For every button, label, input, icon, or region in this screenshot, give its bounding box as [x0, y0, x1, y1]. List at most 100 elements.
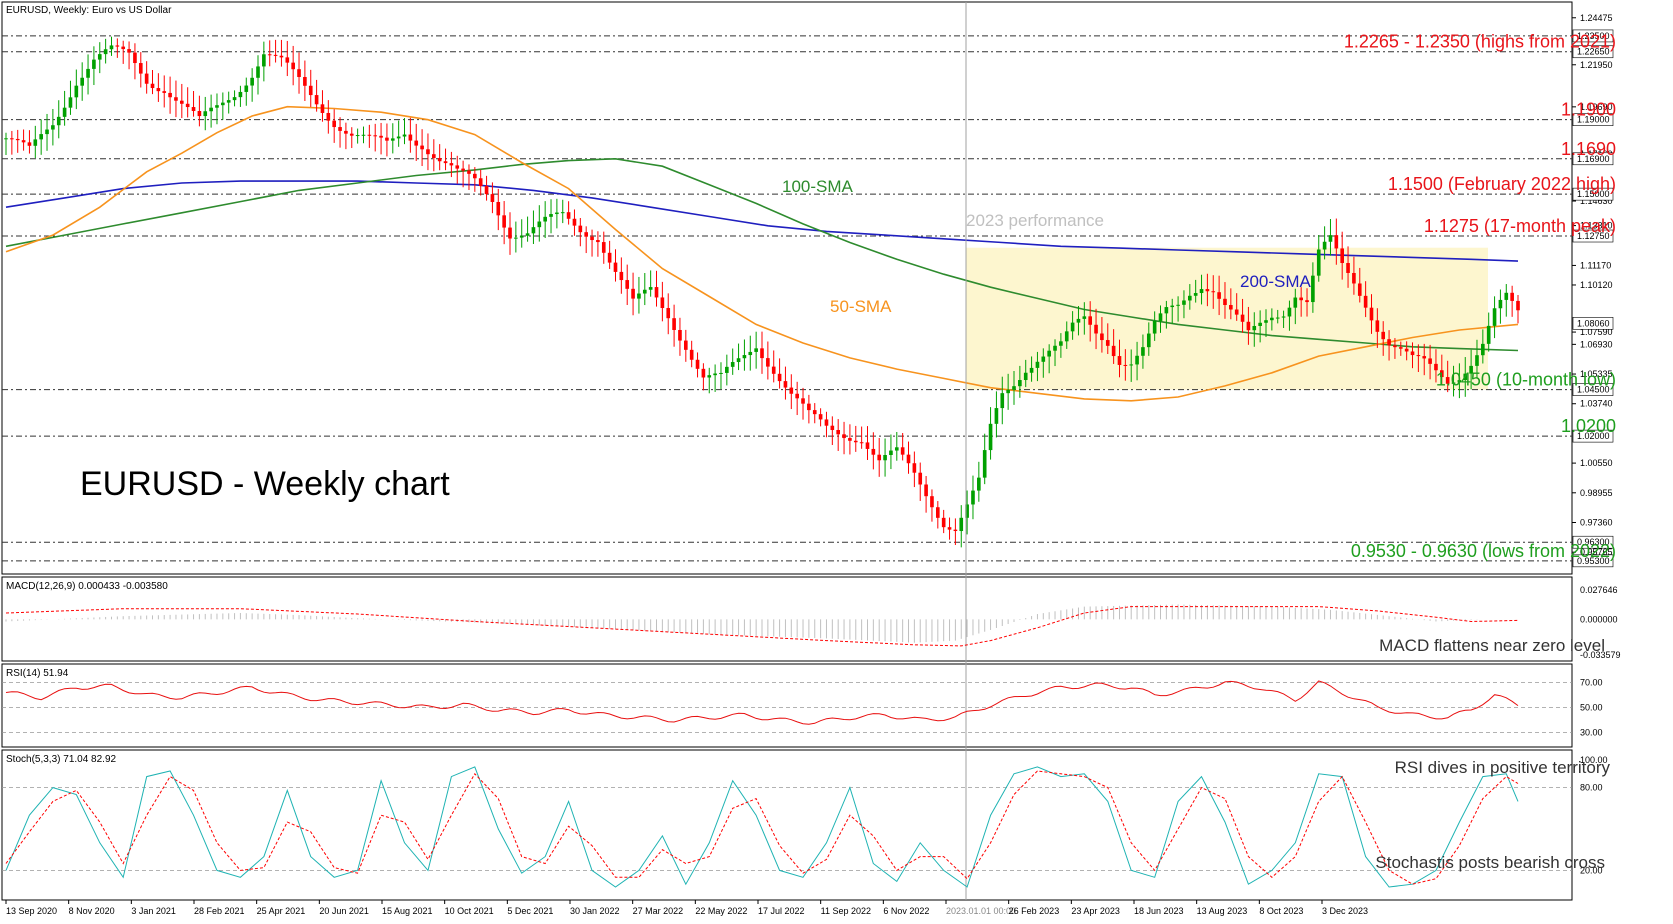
candle-body [297, 69, 301, 78]
candle-body [1229, 305, 1233, 310]
y-tick-label: 0.97360 [1580, 517, 1613, 527]
level-label: 1.0200 [1561, 416, 1616, 436]
candle-body [994, 408, 999, 424]
candle-body [1469, 365, 1473, 374]
candle-body [883, 454, 887, 461]
candle-body [168, 92, 172, 98]
candle-body [314, 95, 319, 105]
candle-body [1439, 370, 1444, 378]
sma100-line [5, 157, 1519, 352]
x-tick-label: 6 Nov 2022 [883, 906, 929, 916]
candle-body [1457, 380, 1462, 383]
candle-body [1035, 361, 1040, 368]
candle-body [771, 366, 776, 374]
candle-body [508, 227, 512, 239]
candle-body [232, 97, 237, 101]
level-labels: 1.2265 - 1.2350 (highs from 2021)1.19001… [1344, 32, 1616, 561]
price-badge-label: 1.16900 [1577, 154, 1610, 164]
candle-body [1205, 289, 1210, 292]
candle-body [443, 161, 448, 164]
macd-panel-frame [1, 576, 1573, 662]
price-badge-label: 1.23500 [1577, 31, 1610, 41]
candle-body [490, 194, 495, 202]
candle-body [431, 154, 436, 159]
price-badge-label: 1.04500 [1577, 385, 1610, 395]
x-tick-label: 25 Apr 2021 [257, 906, 306, 916]
candle-body [959, 517, 964, 532]
candle-body [1141, 347, 1145, 356]
price-badge-label: 0.95300 [1577, 556, 1610, 566]
y-tick-label: 1.13310 [1580, 221, 1613, 231]
candle-body [1398, 347, 1403, 349]
rsi-y-label: 50.00 [1580, 703, 1603, 713]
candle-body [1182, 300, 1186, 305]
candle-body [45, 129, 49, 135]
sma50-line [5, 105, 1519, 402]
candle-body [402, 134, 407, 137]
candle-body [1416, 355, 1421, 357]
level-label: 0.9530 - 0.9630 (lows from 2022) [1351, 541, 1616, 561]
x-tick-label: 13 Sep 2020 [6, 906, 57, 916]
x-tick-label: 22 May 2022 [695, 906, 747, 916]
candle-body [947, 527, 952, 530]
candle-body [642, 289, 647, 294]
price-badge-label: 1.08060 [1577, 318, 1610, 328]
price-badge [1572, 229, 1614, 243]
candle-body [777, 373, 782, 382]
candle-body [1393, 345, 1397, 348]
candle-body [672, 318, 676, 330]
candle-body [1240, 314, 1245, 322]
candle-body [730, 362, 735, 367]
candle-body [953, 529, 958, 532]
candle-body [1346, 263, 1350, 273]
candle-body [1041, 356, 1046, 362]
candle-body [1387, 339, 1391, 346]
price-badge-label: 0.96300 [1577, 537, 1610, 547]
candle-body [1293, 297, 1298, 308]
main-header: EURUSD, Weekly: Euro vs US Dollar [6, 5, 172, 16]
candle-body [1516, 300, 1520, 311]
candle-body [631, 288, 635, 299]
candle-body [601, 242, 606, 253]
price-badge [1572, 554, 1614, 568]
candle-body [1105, 340, 1110, 346]
candle-body [912, 463, 917, 473]
candle-body [865, 442, 870, 449]
candle-body [1410, 351, 1415, 356]
price-badge-label: 1.19000 [1577, 115, 1610, 125]
candle-body [648, 287, 653, 290]
candle-body [502, 215, 506, 228]
candle-body [1023, 372, 1028, 381]
y-tick-label: 0.95765 [1580, 547, 1613, 557]
price-axis: 1.244751.219501.196901.171601.146301.133… [1572, 13, 1614, 568]
candle-body [197, 111, 202, 117]
candle-body [1287, 307, 1292, 317]
main-panel-frame [1, 1, 1573, 575]
price-badge [1572, 317, 1614, 330]
candle-body [1334, 235, 1339, 249]
macd-annotation: MACD flattens near zero level [1379, 636, 1605, 655]
level-label: 1.1275 (17-month peak) [1424, 216, 1616, 236]
candle-body [607, 252, 612, 263]
candle-body [877, 454, 882, 461]
candle-body [977, 477, 981, 491]
candle-body [1135, 355, 1139, 365]
candle-body [900, 447, 905, 455]
candle-body [689, 349, 694, 360]
candle-body [1481, 343, 1485, 356]
x-tick-label: 26 Feb 2023 [1009, 906, 1060, 916]
candle-body [1498, 299, 1503, 309]
candle-body [426, 149, 430, 155]
candle-body [1193, 293, 1198, 296]
candle-body [80, 77, 85, 86]
x-tick-label: 28 Feb 2021 [194, 906, 245, 916]
time-axis: 13 Sep 2020 8 Nov 2020 3 Jan 2021 28 Feb 20… [5, 900, 1368, 916]
rsi-annotation: RSI dives in positive territory [1395, 758, 1611, 777]
candle-body [707, 375, 712, 378]
candle-body [1082, 316, 1087, 319]
x-tick-label: 23 Apr 2023 [1071, 906, 1120, 916]
x-tick-label: 27 Mar 2022 [633, 906, 684, 916]
price-badge-label: 1.12750 [1577, 231, 1610, 241]
